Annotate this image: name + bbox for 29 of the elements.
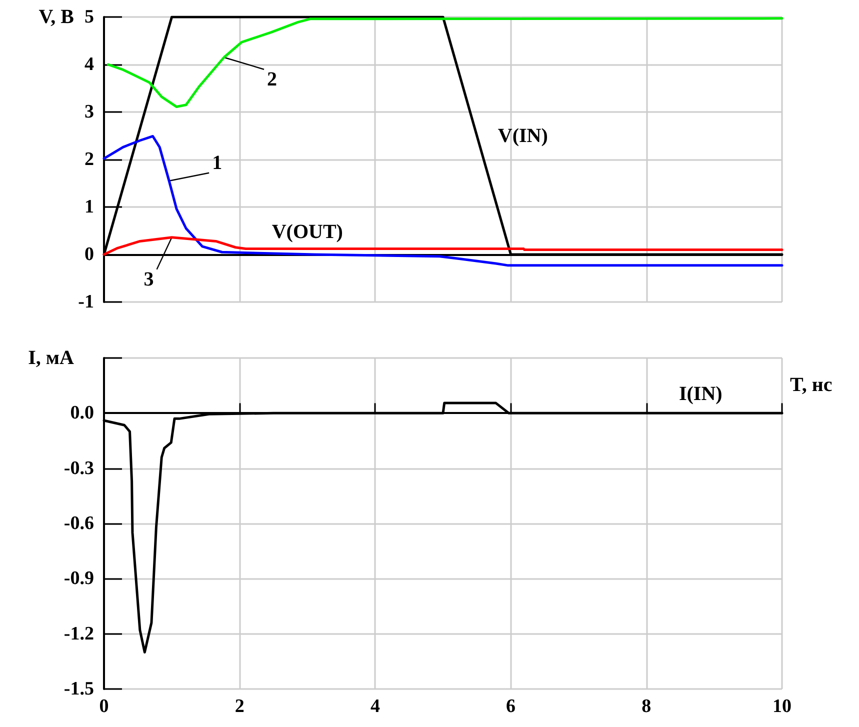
x-tick-label: 2 <box>234 696 244 717</box>
annotation: 3 <box>144 268 154 290</box>
annotation: V(OUT) <box>272 220 343 243</box>
y-tick-label: 4 <box>84 54 94 75</box>
x-tick-label: 8 <box>642 696 652 717</box>
y-tick-label: -0.3 <box>64 458 94 479</box>
y-tick-label: -0.6 <box>64 513 94 534</box>
y-tick-label: 1 <box>84 196 94 218</box>
annotation: 2 <box>267 68 278 90</box>
y-tick-label: 0.0 <box>70 402 94 424</box>
y-tick-label: -1.5 <box>64 678 94 700</box>
y-tick-label: 0 <box>84 244 94 265</box>
y-tick-label: -1 <box>78 292 94 312</box>
y-tick-label: -1.2 <box>64 623 94 644</box>
annotation: 1 <box>212 152 222 174</box>
y-tick-label: 3 <box>84 102 94 122</box>
x-tick-label: 6 <box>506 696 516 717</box>
annotation: I(IN) <box>678 383 722 406</box>
x-tick-label: 0 <box>99 696 109 717</box>
x-tick-label: 10 <box>772 696 792 717</box>
y-tick-label: 2 <box>84 149 94 170</box>
x-tick-label: 4 <box>370 696 380 717</box>
x-axis-title: T, нс <box>790 374 832 396</box>
y-axis-title: V, В <box>38 6 74 28</box>
y-tick-label: 5 <box>84 6 94 28</box>
line-series <box>106 17 784 108</box>
annotation: V(IN) <box>498 124 548 147</box>
y-tick-label: -0.9 <box>64 568 94 590</box>
y-axis-title: I, мА <box>28 347 75 369</box>
